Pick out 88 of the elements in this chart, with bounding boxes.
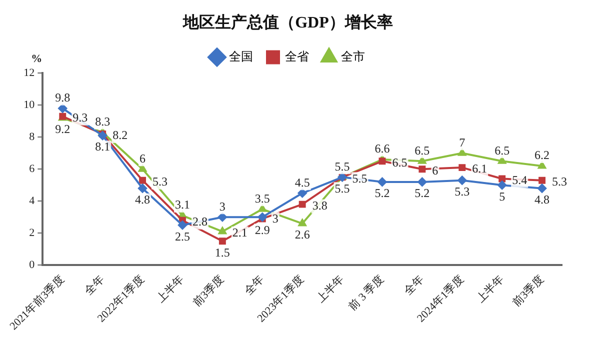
point xyxy=(298,188,307,198)
y-tick-label: 10 xyxy=(24,99,36,112)
point xyxy=(378,177,387,186)
point xyxy=(498,156,506,164)
data-label: 6.2 xyxy=(534,148,550,162)
data-label: 8.2 xyxy=(112,128,128,142)
data-label: 6 xyxy=(432,163,438,178)
point xyxy=(538,184,547,193)
x-tick-label: 前3季度 xyxy=(190,272,227,310)
data-label: 5.2 xyxy=(374,186,390,200)
data-label: 4.8 xyxy=(135,192,150,206)
point xyxy=(378,158,386,165)
point xyxy=(138,184,148,193)
data-label: 5.3 xyxy=(454,184,470,199)
x-tick-label: 前 3 季度 xyxy=(346,272,386,314)
y-tick-label: 6 xyxy=(29,163,36,176)
data-label: 4.8 xyxy=(534,192,550,206)
data-label: 6.6 xyxy=(374,142,390,156)
y-tick-label: 2 xyxy=(29,227,35,240)
data-label: 5.2 xyxy=(414,186,430,200)
point xyxy=(298,219,306,226)
data-label: 7 xyxy=(459,135,466,150)
point xyxy=(498,180,507,190)
data-label: 2.1 xyxy=(232,226,248,240)
point xyxy=(258,204,266,212)
data-label: 1.5 xyxy=(214,245,230,260)
point xyxy=(538,176,546,184)
data-label: 5.3 xyxy=(152,174,168,189)
legend-label: 全国 xyxy=(229,49,253,64)
x-tick-label: 全年 xyxy=(402,273,426,298)
data-label: 3.8 xyxy=(312,198,328,212)
x-tick-label: 上半年 xyxy=(314,272,346,306)
data-label: 6.5 xyxy=(494,143,510,158)
point xyxy=(218,238,226,245)
point xyxy=(98,131,108,140)
point xyxy=(218,212,227,222)
point xyxy=(58,104,68,113)
data-label: 3 xyxy=(219,199,226,214)
data-label: 2.6 xyxy=(294,228,310,242)
data-label: 5 xyxy=(499,189,506,204)
data-label: 6.5 xyxy=(414,143,430,158)
data-label: 2.8 xyxy=(192,214,208,228)
legend-label: 全省 xyxy=(285,49,309,64)
x-tick-label: 全年 xyxy=(82,273,107,298)
y-tick-label: 8 xyxy=(29,131,36,144)
y-tick-label: 4 xyxy=(29,195,36,208)
data-label: 4.5 xyxy=(294,175,310,190)
point xyxy=(498,175,506,182)
data-label: 5.3 xyxy=(552,174,568,189)
data-label: 6 xyxy=(140,151,146,166)
point xyxy=(418,156,426,164)
point xyxy=(458,148,466,156)
data-label: 2.9 xyxy=(254,222,270,237)
x-tick-label: 上半年 xyxy=(154,272,187,306)
data-label: 6.5 xyxy=(392,155,408,170)
point xyxy=(139,176,146,184)
y-tick-label: 12 xyxy=(24,67,35,80)
point xyxy=(418,177,427,186)
data-label: 5.5 xyxy=(334,159,350,174)
data-label: 9.8 xyxy=(55,90,70,105)
x-tick-label: 上半年 xyxy=(474,272,506,306)
point xyxy=(458,164,466,172)
x-tick-label: 全年 xyxy=(242,273,267,298)
data-label: 3.1 xyxy=(174,198,190,212)
data-label: 6.1 xyxy=(472,162,488,176)
point xyxy=(178,220,187,230)
point xyxy=(138,164,147,172)
point xyxy=(538,161,546,169)
x-tick-label: 前3季度 xyxy=(510,272,546,310)
chart-title: 地区生产总值（GDP）增长率 xyxy=(182,12,393,32)
data-label: 3.5 xyxy=(254,191,270,206)
data-label: 5.5 xyxy=(352,171,368,186)
data-label: 8.1 xyxy=(95,140,110,154)
data-label: 9.2 xyxy=(55,122,70,136)
point xyxy=(218,227,226,234)
data-label: 2.5 xyxy=(174,229,190,244)
data-label: 8.3 xyxy=(95,114,110,129)
data-label: 5.5 xyxy=(334,181,350,196)
point xyxy=(258,212,267,222)
data-label: 5.4 xyxy=(512,172,528,187)
point xyxy=(418,166,426,173)
y-tick-label: 0 xyxy=(29,259,36,271)
y-axis-title: % xyxy=(31,53,42,66)
point xyxy=(458,176,467,185)
legend-label: 全市 xyxy=(341,49,365,64)
data-label: 9.3 xyxy=(72,110,88,125)
point xyxy=(298,200,306,208)
data-label: 3 xyxy=(272,211,278,226)
